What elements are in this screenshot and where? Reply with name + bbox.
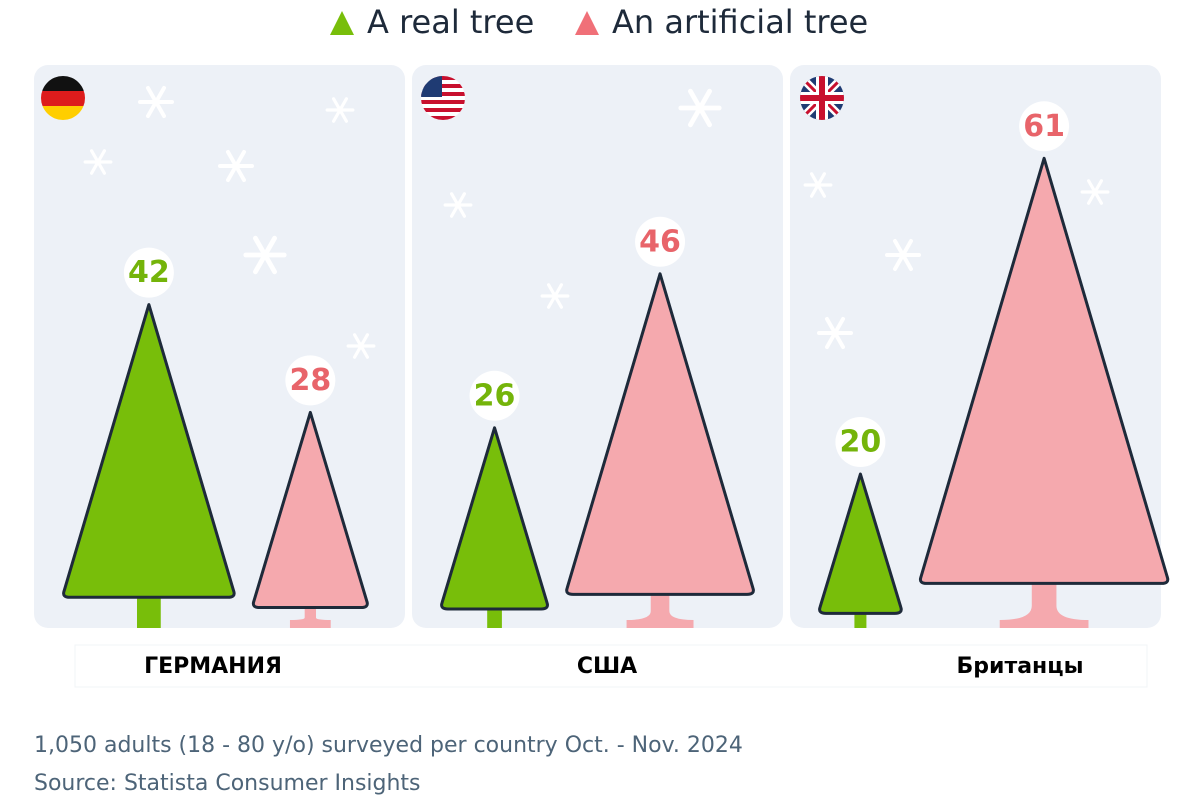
value-label: 61 bbox=[1023, 109, 1065, 144]
tree: 26 bbox=[440, 370, 549, 628]
tree-bar bbox=[818, 472, 903, 615]
tree: 42 bbox=[62, 247, 236, 628]
tree-trunk bbox=[136, 595, 161, 628]
value-label: 42 bbox=[128, 255, 170, 290]
tree-bar bbox=[565, 272, 755, 596]
value-label-bg bbox=[123, 247, 174, 298]
flag-uk bbox=[800, 76, 844, 120]
tree-bar bbox=[251, 410, 369, 610]
tree-bar bbox=[440, 426, 549, 611]
tree-trunk bbox=[854, 611, 867, 628]
category-label: Британцы bbox=[957, 654, 1084, 679]
value-label: 46 bbox=[639, 224, 681, 259]
value-label-bg bbox=[1019, 101, 1070, 152]
legend-label: An artificial tree bbox=[612, 3, 868, 41]
tree: 28 bbox=[251, 355, 369, 628]
flag-germany bbox=[41, 76, 85, 120]
value-label: 20 bbox=[840, 425, 882, 460]
tree-bar bbox=[62, 303, 236, 599]
value-label: 28 bbox=[289, 363, 331, 398]
tree-stand bbox=[289, 607, 331, 628]
tree: 20 bbox=[818, 417, 903, 628]
legend-marker bbox=[575, 11, 599, 35]
category-label: ГЕРМАНИЯ bbox=[144, 654, 282, 679]
tree: 46 bbox=[565, 216, 755, 628]
tree-bar bbox=[918, 156, 1170, 585]
tree: 61 bbox=[918, 101, 1170, 628]
tree-stand bbox=[999, 583, 1089, 628]
category-label: США bbox=[577, 654, 637, 679]
value-label-bg bbox=[835, 417, 886, 467]
tree-stand bbox=[626, 594, 694, 628]
source: Source: Statista Consumer Insights bbox=[34, 771, 421, 796]
note: 1,050 adults (18 - 80 y/o) surveyed per … bbox=[34, 733, 743, 758]
value-label: 26 bbox=[474, 378, 516, 413]
value-label-bg bbox=[635, 216, 686, 267]
legend-label: A real tree bbox=[367, 3, 534, 41]
legend-marker bbox=[330, 11, 354, 35]
flag-usa bbox=[421, 76, 465, 120]
tree-trunk bbox=[487, 606, 502, 628]
value-label-bg bbox=[285, 355, 336, 406]
legend: A real tree An artificial tree bbox=[330, 3, 868, 41]
value-label-bg bbox=[469, 370, 520, 421]
category-strip bbox=[74, 644, 1148, 688]
